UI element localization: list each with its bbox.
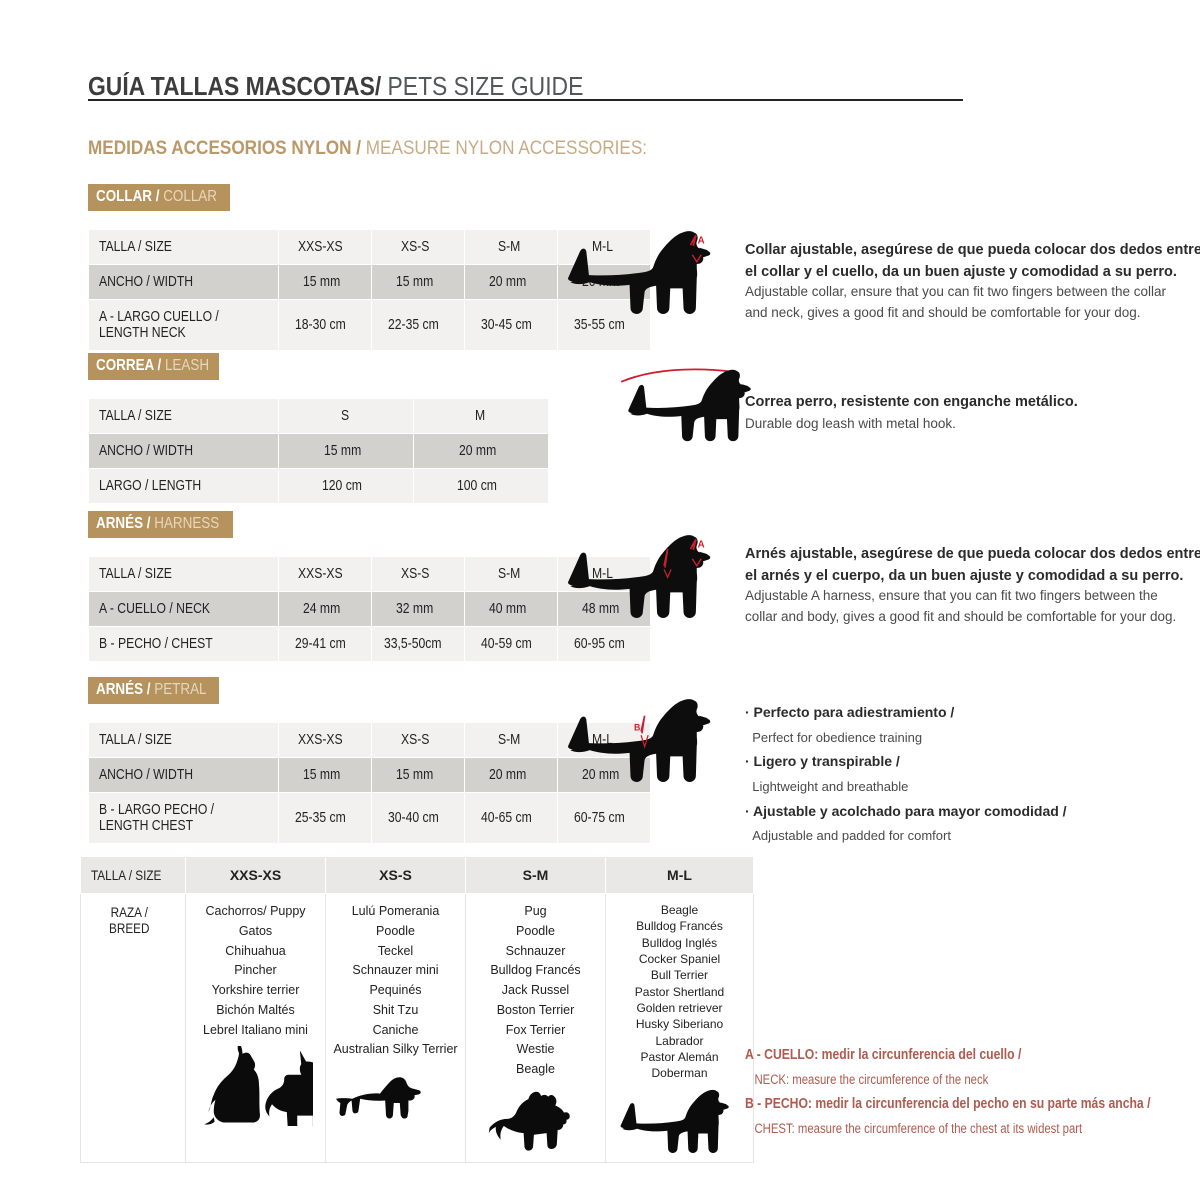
svg-text:A: A <box>698 539 705 550</box>
svg-text:B: B <box>634 723 640 733</box>
svg-text:A: A <box>698 235 705 246</box>
